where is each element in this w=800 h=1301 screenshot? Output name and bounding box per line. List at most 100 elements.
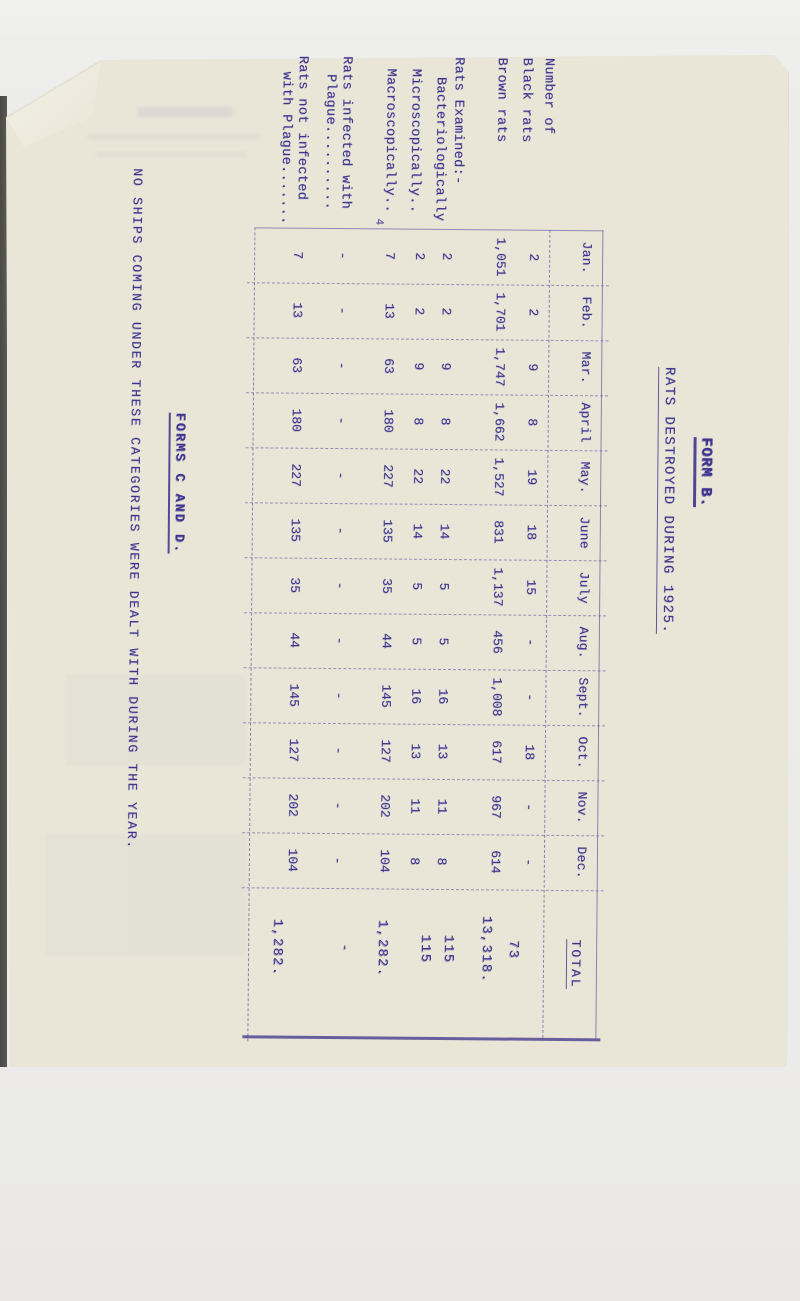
data-cell: 1,137 (490, 567, 506, 607)
data-cell: 13 (407, 743, 423, 760)
row-label-rats-examined: Rats Examined:- (449, 57, 466, 185)
total-cell: 1,282. (268, 918, 285, 977)
data-cell: 7 (382, 252, 398, 260)
typed-content: FORM B. RATS DESTROYED DURING 1925. Jan.… (3, 43, 792, 1062)
data-cell: - (520, 858, 536, 867)
table-gridline-header (542, 229, 551, 1038)
footer-heading: FORMS C AND D. (167, 412, 187, 555)
form-label: FORM B. (693, 437, 715, 508)
data-cell: 127 (377, 739, 393, 763)
scanner-edge-strip (0, 96, 7, 1067)
month-header: April (577, 402, 593, 444)
row-label-rats-not-infected: Rats not infected (293, 55, 310, 201)
data-cell: 202 (285, 793, 301, 817)
total-header: TOTAL (565, 890, 584, 1038)
data-cell: 8 (437, 417, 453, 426)
data-cell: 617 (488, 740, 504, 764)
ghost-bleed-patch (66, 675, 246, 765)
total-cell: 13,318. (477, 915, 494, 984)
data-cell: 16 (435, 688, 451, 705)
data-cell: 44 (286, 632, 302, 649)
data-cell: 145 (286, 683, 302, 707)
row-label-microscopically: Microscopically.. (406, 68, 423, 214)
data-cell: - (330, 801, 346, 810)
data-cell: 44 (378, 633, 394, 649)
row-label-rats-infected: Rats infected with (337, 56, 354, 210)
data-cell: 18 (521, 744, 537, 761)
data-cell: 19 (524, 469, 540, 486)
month-header: Dec. (573, 846, 590, 879)
data-cell: - (522, 693, 538, 702)
data-cell: 456 (489, 630, 505, 654)
month-header: July (576, 571, 592, 604)
row-label2-rats-not-infected: with Plague....... (277, 71, 294, 225)
data-cell: 9 (411, 362, 427, 371)
row-label-macroscopically: Macroscopically.. (381, 68, 398, 214)
document-title: RATS DESTROYED DURING 1925. (655, 366, 678, 635)
data-cell: 1,662 (491, 402, 507, 442)
data-cell: 2 (439, 252, 455, 261)
total-cell: - (336, 943, 352, 953)
table-gridline-top (595, 230, 604, 1039)
data-cell: 14 (436, 523, 452, 540)
data-cell: - (334, 306, 350, 315)
data-cell: - (335, 251, 351, 260)
data-cell: 63 (289, 357, 305, 374)
data-cell: - (331, 691, 347, 700)
data-cell: 2 (525, 308, 541, 317)
data-cell: 5 (409, 582, 425, 591)
data-cell: 22 (437, 468, 453, 485)
footer-note: NO SHIPS COMING UNDER THESE CATEGORIES W… (123, 168, 145, 851)
data-cell: 63 (381, 358, 397, 374)
data-cell: 8 (406, 857, 422, 866)
data-cell: 11 (434, 798, 450, 815)
data-cell: - (332, 526, 348, 535)
data-cell: 5 (408, 637, 424, 646)
data-cell: 22 (410, 468, 426, 485)
data-cell: - (333, 416, 349, 425)
month-header: Aug. (575, 626, 591, 659)
month-header: May. (577, 461, 593, 494)
data-cell: 2 (438, 307, 454, 316)
data-cell: - (332, 581, 348, 590)
data-cell: - (522, 638, 538, 647)
stray-mark: 4 (372, 218, 385, 226)
month-header: Nov. (574, 791, 590, 824)
data-cell: 1,747 (492, 347, 508, 387)
data-cell: 18 (523, 524, 539, 541)
data-cell: 5 (435, 637, 451, 646)
data-cell: 9 (438, 362, 454, 371)
data-cell: 5 (436, 582, 452, 591)
data-cell: 2 (412, 252, 428, 261)
paper (6, 55, 788, 1067)
data-cell: 15 (523, 579, 539, 596)
data-cell: 13 (381, 303, 397, 319)
data-cell: 1,527 (491, 457, 507, 497)
data-cell: 104 (284, 848, 301, 872)
row-label-bacteriologically: Bacteriologically (431, 76, 448, 222)
data-cell: 1,701 (492, 292, 508, 332)
data-cell: 1,008 (489, 677, 505, 717)
data-cell: 831 (490, 520, 506, 544)
data-cell: - (331, 636, 347, 645)
data-cell: 1,051 (493, 237, 509, 277)
data-cell: 135 (379, 519, 395, 543)
data-cell: - (330, 746, 346, 755)
month-header: June (576, 516, 592, 549)
data-cell: 8 (433, 857, 449, 866)
total-cell: 115 (417, 934, 433, 964)
data-cell: 8 (410, 417, 426, 426)
row-label2-rats-infected: Plague.......... (321, 73, 338, 211)
data-cell: 227 (380, 464, 396, 488)
data-cell: 8 (524, 418, 540, 427)
data-cell: 967 (488, 795, 504, 819)
month-header: Jan. (579, 241, 595, 274)
data-cell: 202 (377, 794, 393, 818)
data-cell: 2 (526, 253, 542, 262)
data-cell: 614 (487, 850, 504, 874)
data-cell: 9 (525, 363, 541, 372)
data-cell: 11 (407, 798, 423, 815)
table-gridline-bottom (247, 227, 256, 1042)
data-cell: 227 (288, 463, 304, 487)
